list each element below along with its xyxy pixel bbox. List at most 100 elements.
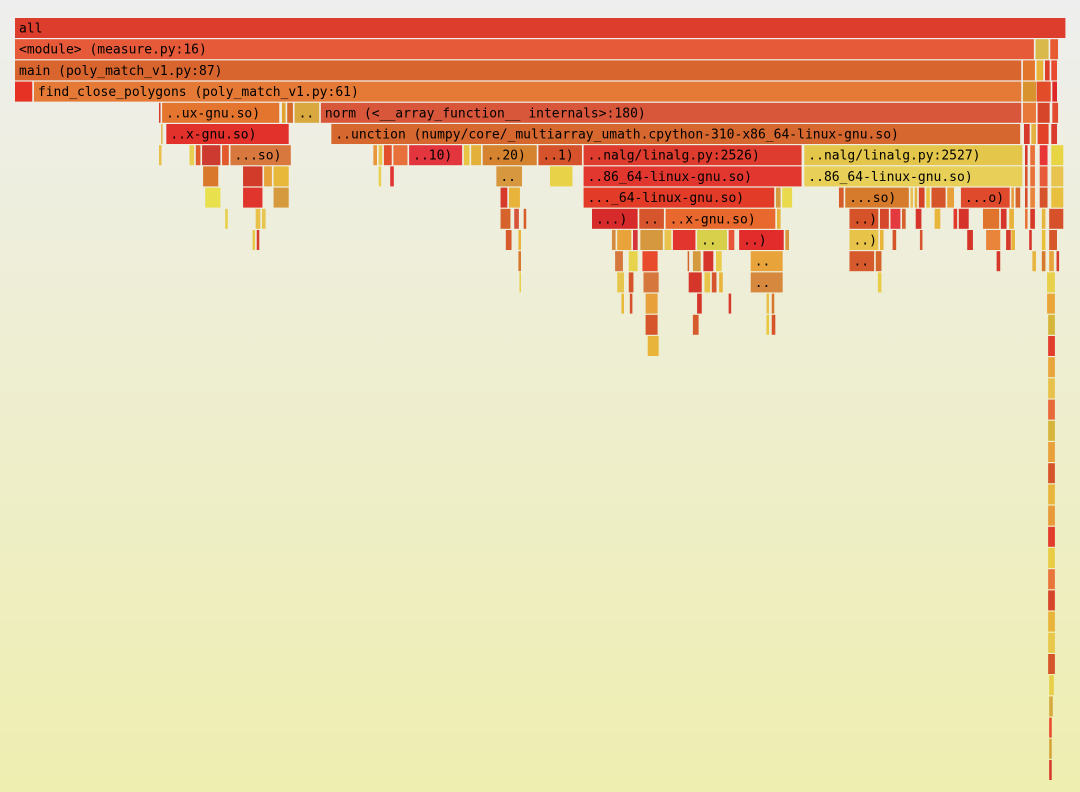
flame-frame[interactable] [632,230,638,250]
flame-frame[interactable]: ..) [849,208,879,229]
flame-frame-bar[interactable] [409,145,463,166]
flame-frame-bar[interactable] [914,187,918,208]
flame-frame[interactable] [1049,675,1054,696]
flame-frame-bar[interactable] [393,145,408,166]
flame-frame[interactable] [1048,590,1055,611]
flame-frame[interactable] [1048,654,1055,674]
flame-frame-bar[interactable] [505,230,512,250]
flame-frame-bar[interactable] [645,293,658,314]
flame-frame[interactable] [281,102,286,123]
flame-frame-bar[interactable] [766,314,770,335]
flame-frame[interactable]: ..86_64-linux-gnu.so) [583,166,802,187]
flame-frame-bar[interactable] [688,272,702,293]
flame-frame[interactable] [1049,251,1054,272]
flame-frame[interactable] [378,145,383,166]
flame-frame[interactable] [664,230,672,250]
flame-frame[interactable] [1011,230,1015,250]
flame-frame[interactable] [703,251,714,272]
flame-frame-bar[interactable] [549,166,573,187]
flame-frame[interactable]: .. [849,251,875,272]
flame-frame[interactable] [782,187,793,208]
flame-frame[interactable]: norm (<__array_function__ internals>:180… [320,102,1022,123]
flame-frame[interactable] [393,145,408,166]
flame-frame-bar[interactable] [716,251,722,272]
flame-frame[interactable] [617,230,632,250]
flame-frame-bar[interactable] [500,187,508,208]
flame-frame-bar[interactable] [287,102,293,123]
flame-frame-bar[interactable] [261,208,266,229]
flame-frame[interactable]: main (poly_match_v1.py:87) [15,60,1022,81]
flame-frame[interactable]: ..x-gnu.so) [665,208,776,229]
flame-frame-bar[interactable] [1041,208,1046,229]
flame-frame[interactable] [1056,251,1060,272]
flame-frame-bar[interactable] [697,230,727,250]
flame-frame-bar[interactable] [1048,378,1055,399]
flame-frame-bar[interactable] [1049,696,1053,717]
flame-frame[interactable] [785,230,789,250]
flame-frame-bar[interactable] [628,251,638,272]
flame-frame[interactable] [1030,187,1035,208]
flame-frame[interactable] [728,230,735,250]
flame-frame-bar[interactable] [766,293,770,314]
flame-frame-bar[interactable] [166,124,289,144]
flame-frame[interactable]: all [15,18,1066,38]
flame-frame-bar[interactable] [750,251,783,272]
flame-frame-bar[interactable] [1030,166,1035,187]
flame-frame[interactable] [383,145,392,166]
flame-frame-bar[interactable] [947,187,954,208]
flame-frame-bar[interactable] [496,166,523,187]
flame-frame[interactable] [628,272,634,293]
flame-frame[interactable] [505,230,512,250]
flame-frame-bar[interactable] [264,166,272,187]
flame-frame[interactable] [225,208,228,229]
flame-frame[interactable] [953,208,958,229]
flame-frame-bar[interactable] [782,187,793,208]
flame-frame-bar[interactable] [958,208,969,229]
flame-frame-bar[interactable] [687,251,690,272]
flame-frame[interactable] [1047,272,1055,293]
flame-frame[interactable]: ...o) [960,187,1010,208]
flame-frame-bar[interactable] [643,272,659,293]
flame-frame[interactable] [711,272,717,293]
flame-frame[interactable] [996,251,1001,272]
flame-frame[interactable] [287,102,293,123]
flame-frame[interactable] [1048,336,1055,356]
flame-frame[interactable] [1039,166,1048,187]
flame-frame[interactable] [1032,251,1036,272]
flame-frame-bar[interactable] [892,230,897,250]
flame-frame-bar[interactable] [953,208,958,229]
flame-frame[interactable] [692,314,699,335]
flame-frame[interactable] [1022,81,1036,102]
flame-frame-bar[interactable] [538,145,582,166]
flame-frame[interactable] [1035,39,1049,60]
flame-frame[interactable] [261,208,266,229]
flame-frame-bar[interactable] [273,166,289,187]
flame-frame-bar[interactable] [926,187,930,208]
flame-frame[interactable]: ..) [849,230,879,250]
flame-frame-bar[interactable] [879,230,884,250]
flame-frame-bar[interactable] [621,293,624,314]
flame-frame-bar[interactable] [1048,632,1055,653]
flame-frame[interactable] [645,293,658,314]
flame-frame-bar[interactable] [225,208,228,229]
flame-frame-bar[interactable] [162,102,280,123]
flame-frame-bar[interactable] [1048,505,1055,526]
flame-frame[interactable] [243,166,263,187]
flame-frame[interactable] [877,272,882,293]
flame-frame[interactable]: ..86_64-linux-gnu.so) [804,166,1023,187]
flame-frame[interactable] [471,145,482,166]
flame-frame-bar[interactable] [230,145,291,166]
flame-frame-bar[interactable] [697,293,702,314]
flame-frame[interactable]: ..20) [482,145,537,166]
flame-frame[interactable] [645,314,658,335]
flame-frame[interactable] [243,187,263,208]
flame-frame-bar[interactable] [1048,569,1055,590]
flame-frame-bar[interactable] [849,230,879,250]
flame-frame[interactable] [1036,81,1051,102]
flame-frame[interactable] [1022,102,1036,123]
flame-frame[interactable] [252,230,256,250]
flame-frame[interactable] [549,166,573,187]
flame-frame[interactable] [158,102,161,123]
flame-frame[interactable]: ..nalg/linalg.py:2526) [583,145,802,166]
flame-frame[interactable] [1051,60,1057,81]
